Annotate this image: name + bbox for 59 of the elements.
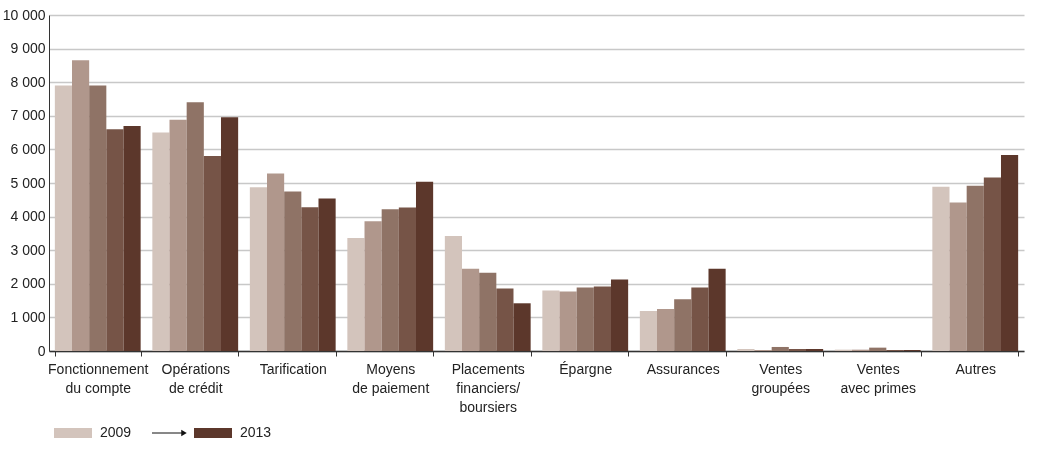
bar xyxy=(381,209,399,351)
x-tick-label: Épargne xyxy=(559,360,613,377)
bar xyxy=(691,287,709,351)
legend-label: 2013 xyxy=(240,424,272,440)
x-tick-label: Opérations de crédit xyxy=(161,360,230,396)
bar xyxy=(89,85,107,351)
x-tick-label: Placements financiers/ boursiers xyxy=(451,360,525,415)
bar xyxy=(364,221,382,351)
bar xyxy=(610,279,629,351)
bar xyxy=(220,117,239,351)
bar xyxy=(479,272,497,351)
x-tick-label: Moyens de paiement xyxy=(352,360,430,396)
x-tick-label: Tarification xyxy=(259,360,327,377)
bar xyxy=(462,268,480,351)
bar xyxy=(657,309,675,351)
bar xyxy=(737,348,755,351)
y-tick-label: 7 000 xyxy=(10,107,46,124)
y-tick-label: 1 000 xyxy=(10,308,46,325)
y-tick-label: 6 000 xyxy=(10,140,46,157)
bar xyxy=(983,177,1001,351)
y-tick-label: 5 000 xyxy=(10,174,46,191)
bar xyxy=(559,291,577,351)
bar xyxy=(593,286,611,351)
bar xyxy=(284,191,302,351)
bar xyxy=(106,129,124,351)
x-tick-label: Assurances xyxy=(646,360,720,377)
bar xyxy=(203,156,221,351)
bar xyxy=(576,287,594,351)
bar xyxy=(674,299,692,351)
y-tick-label: 3 000 xyxy=(10,241,46,258)
x-tick-label: Ventes avec primes xyxy=(840,360,916,396)
bar xyxy=(123,125,141,351)
y-tick-label: 9 000 xyxy=(10,40,46,57)
bar xyxy=(398,207,416,351)
bar xyxy=(949,202,967,351)
x-tick-label: Fonctionnement du compte xyxy=(48,360,149,396)
bar xyxy=(169,119,187,351)
y-tick-label: 10 000 xyxy=(2,6,46,23)
y-tick-label: 2 000 xyxy=(10,275,46,292)
bar xyxy=(267,173,285,351)
x-tick-label: Ventes groupées xyxy=(751,360,810,396)
bar xyxy=(771,346,789,351)
bar xyxy=(318,198,336,351)
y-tick-label: 0 xyxy=(37,342,46,359)
x-tick-label: Autres xyxy=(955,360,996,377)
bar xyxy=(301,207,319,351)
bar xyxy=(805,348,824,351)
bar xyxy=(415,181,434,351)
bar xyxy=(186,102,204,351)
bar xyxy=(966,185,984,351)
bar xyxy=(788,348,806,351)
bar xyxy=(708,268,726,351)
y-tick-label: 8 000 xyxy=(10,73,46,90)
bar xyxy=(72,60,90,351)
legend-label: 2009 xyxy=(100,424,132,440)
bar xyxy=(496,288,514,351)
bar xyxy=(1000,155,1019,351)
y-tick-label: 4 000 xyxy=(10,208,46,225)
bar xyxy=(513,303,531,351)
